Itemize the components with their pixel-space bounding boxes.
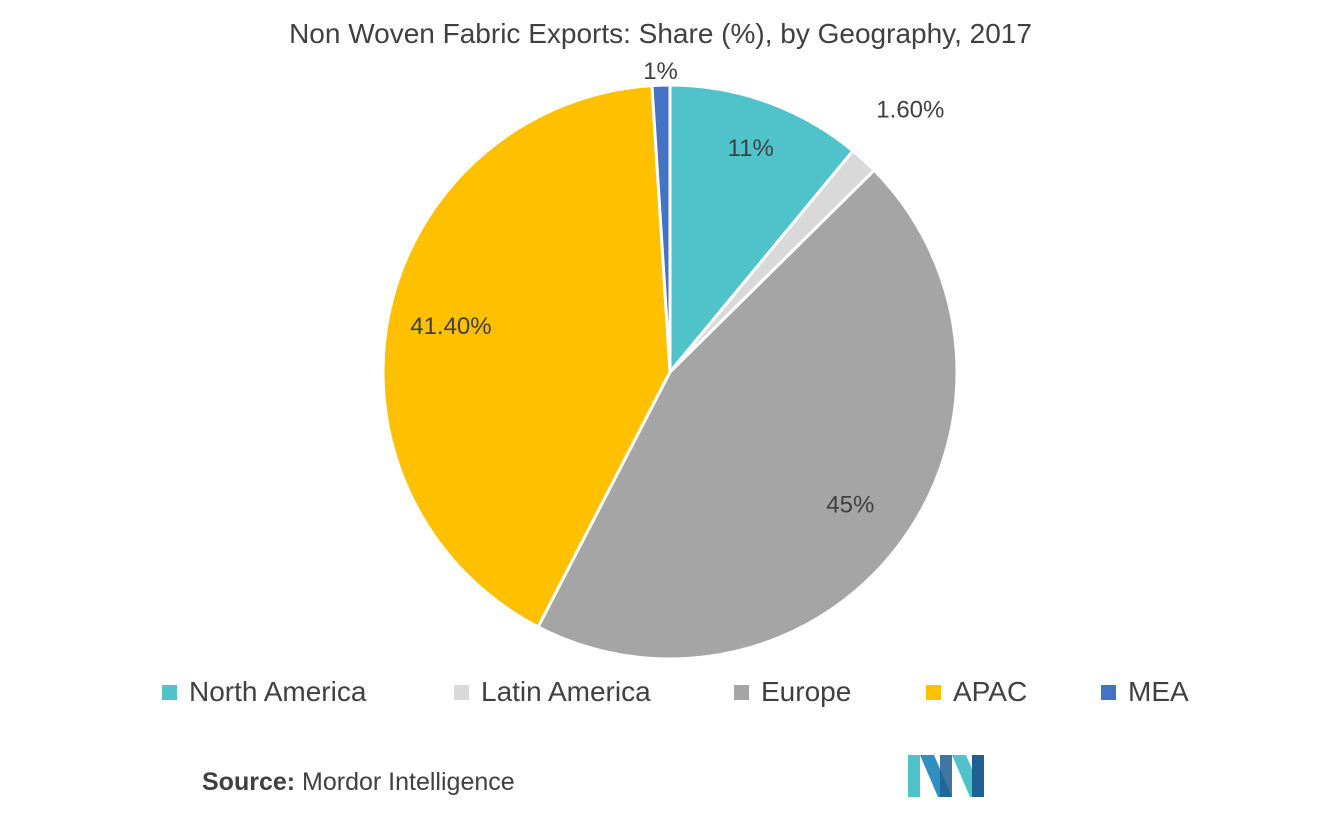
legend-label: North America [189, 676, 367, 707]
data-label-north-america: 11% [728, 135, 774, 162]
pie-slice-apac [381, 83, 672, 629]
legend-swatch [1101, 684, 1116, 700]
logo-right-bar [972, 755, 984, 797]
legend-label: Latin America [481, 676, 651, 707]
legend-label: MEA [1128, 676, 1189, 707]
legend-swatch [162, 684, 177, 700]
logo-left-bar [908, 755, 920, 797]
legend-item-europe: Europe [734, 676, 851, 708]
legend-swatch [926, 684, 941, 700]
data-label-mea: 1% [643, 58, 678, 85]
legend-item-apac: APAC [926, 676, 1027, 708]
data-label-apac: 41.40% [410, 313, 491, 340]
pie-slices [381, 83, 959, 661]
logo-middle-bar [940, 755, 952, 797]
legend-item-latin-america: Latin America [454, 676, 651, 708]
legend-item-mea: MEA [1101, 676, 1189, 708]
legend-label: Europe [761, 676, 852, 707]
legend-label: APAC [953, 676, 1028, 707]
data-label-europe: 45% [826, 492, 874, 519]
pie-slice-europe [536, 168, 959, 661]
chart-title: Non Woven Fabric Exports: Share (%), by … [289, 18, 1032, 49]
source-label: Source: [202, 768, 296, 796]
pie-slice-mea [650, 83, 672, 373]
legend-swatch [454, 684, 469, 700]
source-note: Source: Mordor Intelligence [202, 768, 515, 797]
source-text: Mordor Intelligence [302, 768, 515, 796]
pie-slice-north-america [668, 83, 856, 377]
pie-chart: 11% 1.60% 45% 41.40% 1% [381, 58, 959, 661]
pie-data-labels: 11% 1.60% 45% 41.40% 1% [410, 58, 944, 519]
chart-legend: North America Latin America Europe APAC MEA [0, 676, 1321, 720]
data-label-latin-america: 1.60% [876, 97, 944, 124]
mordor-intelligence-logo [908, 755, 984, 797]
legend-swatch [734, 684, 749, 700]
legend-item-north-america: North America [162, 676, 366, 708]
